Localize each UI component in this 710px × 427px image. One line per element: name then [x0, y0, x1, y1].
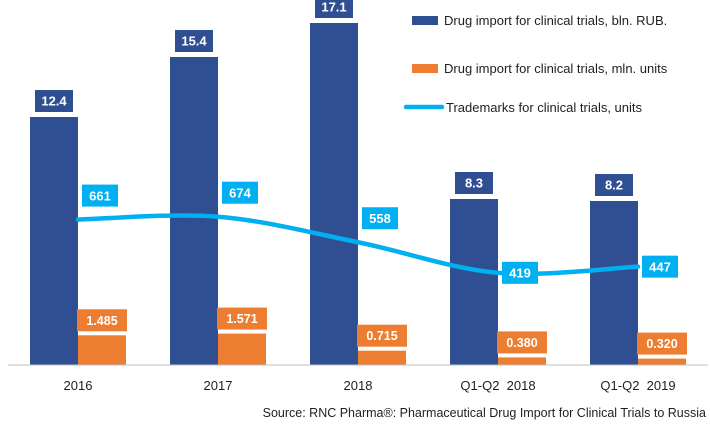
bars-layer	[30, 23, 686, 365]
bar-units-0	[78, 335, 126, 365]
legend-label-rub: Drug import for clinical trials, bln. RU…	[444, 13, 667, 28]
bar-rub-label-2: 17.1	[321, 0, 346, 15]
bar-rub-label-2-box	[315, 0, 353, 18]
labels-layer: 12.4 1.485 15.4 1.571 17.1 0.715 8.3 0.380 8.2 0.…	[35, 0, 687, 355]
bar-rub-0	[30, 117, 78, 365]
bar-units-3	[498, 357, 546, 365]
bar-rub-3	[450, 199, 498, 365]
trademarks-label-2: 558	[369, 211, 391, 226]
x-tick-labels: 2016 2017 2018 Q1-Q2 2018 Q1-Q2 2019	[64, 378, 676, 393]
bar-units-label-3: 0.380	[506, 336, 537, 350]
legend-label-units: Drug import for clinical trials, mln. un…	[444, 61, 668, 76]
bar-units-label-1-box	[217, 307, 267, 330]
x-tick-label-1: 2017	[204, 378, 233, 393]
trademarks-label-0-box	[82, 184, 118, 207]
trademarks-label-3: 419	[509, 266, 531, 281]
bar-units-label-3-box	[497, 331, 547, 354]
bar-rub-label-3: 8.3	[465, 176, 483, 191]
bar-rub-label-4-box	[595, 174, 633, 196]
line-layer	[75, 213, 641, 277]
bar-units-2	[358, 350, 406, 365]
trademarks-label-1-box	[222, 181, 258, 204]
x-tick-label-3: Q1-Q2 2018	[460, 378, 535, 393]
bar-units-1	[218, 333, 266, 365]
trademarks-label-0: 661	[89, 188, 111, 203]
bar-units-4	[638, 358, 686, 365]
trademarks-line	[75, 213, 641, 277]
bar-units-label-0-box	[77, 309, 127, 332]
bar-rub-label-4: 8.2	[605, 178, 623, 193]
bar-rub-label-0: 12.4	[41, 94, 67, 109]
trademarks-label-1: 674	[229, 185, 251, 200]
bar-rub-4	[590, 201, 638, 365]
trademarks-label-2-box	[362, 207, 398, 230]
x-tick-label-2: 2018	[344, 378, 373, 393]
bar-units-label-1: 1.571	[226, 312, 257, 326]
legend-label-trademarks: Trademarks for clinical trials, units	[446, 100, 643, 115]
bar-units-label-2: 0.715	[366, 329, 397, 343]
bar-rub-1	[170, 57, 218, 365]
bar-units-label-2-box	[357, 324, 407, 347]
x-tick-label-0: 2016	[64, 378, 93, 393]
x-tick-label-4: Q1-Q2 2019	[600, 378, 675, 393]
source-note: Source: RNC Pharma®: Pharmaceutical Drug…	[263, 406, 706, 420]
bar-units-label-0: 1.485	[86, 314, 117, 328]
bar-units-label-4: 0.320	[646, 337, 677, 351]
bar-rub-label-0-box	[35, 90, 73, 112]
legend: Drug import for clinical trials, bln. RU…	[403, 13, 668, 115]
trademarks-label-4: 447	[649, 259, 671, 274]
bar-rub-2	[310, 23, 358, 365]
legend-swatch-units	[412, 64, 438, 73]
bar-rub-label-1: 15.4	[181, 34, 207, 49]
bar-units-label-4-box	[637, 332, 687, 355]
legend-swatch-rub	[412, 16, 438, 25]
trademarks-label-4-box	[642, 255, 678, 278]
bar-rub-label-1-box	[175, 30, 213, 52]
trademarks-label-3-box	[502, 261, 538, 284]
bar-rub-label-3-box	[455, 172, 493, 194]
